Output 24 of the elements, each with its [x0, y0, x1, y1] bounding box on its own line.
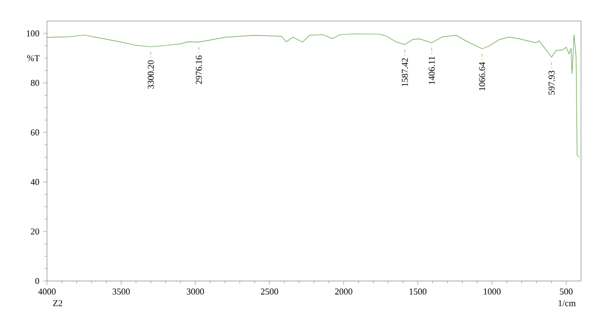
y-tick-label: 20 — [30, 228, 40, 235]
x-axis-title: 1/cm — [558, 300, 576, 306]
y-tick-label: 60 — [30, 129, 40, 136]
x-tick-label: 2500 — [260, 288, 278, 295]
annotation: 3300.20 — [148, 60, 154, 89]
y-tick-label: 80 — [30, 80, 40, 86]
x-tick-label: 3000 — [186, 288, 204, 295]
y-tick-label: 100 — [26, 30, 40, 36]
annotation: 1066.64 — [479, 62, 486, 90]
y-axis-title: %T — [27, 55, 40, 62]
x-tick-label: 500 — [560, 288, 573, 295]
line-series — [46, 34, 580, 158]
x-tick-label: 2000 — [335, 288, 352, 295]
annotation: 1587.42 — [402, 58, 408, 86]
y-tick-label: 40 — [30, 178, 40, 185]
y-tick-label: 0 — [35, 278, 40, 284]
x-tick-label: 1500 — [410, 288, 426, 295]
annotation: 1406.11 — [428, 56, 435, 84]
x-tick-label: 1000 — [484, 288, 501, 295]
annotation: 597.93 — [548, 70, 555, 95]
text: Z2 — [53, 300, 62, 306]
x-tick-label: 4000 — [38, 288, 56, 295]
x-tick-label: 3500 — [112, 288, 130, 295]
annotation: 2976.16 — [196, 56, 202, 84]
